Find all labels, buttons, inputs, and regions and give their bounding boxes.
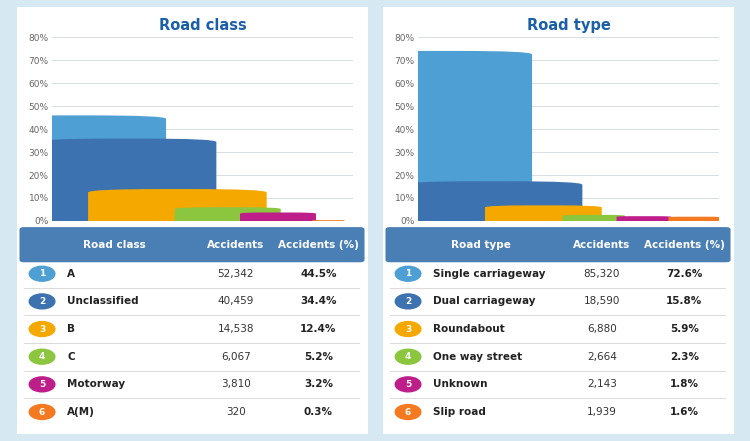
Text: A(M): A(M) bbox=[68, 407, 95, 417]
FancyBboxPatch shape bbox=[240, 213, 316, 222]
Text: Single carriageway: Single carriageway bbox=[433, 269, 546, 279]
Text: 3.2%: 3.2% bbox=[304, 379, 333, 389]
Text: Roundabout: Roundabout bbox=[433, 324, 505, 334]
FancyBboxPatch shape bbox=[616, 216, 671, 221]
Text: 18,590: 18,590 bbox=[584, 296, 620, 306]
Text: 34.4%: 34.4% bbox=[300, 296, 337, 306]
Text: Motorway: Motorway bbox=[68, 379, 125, 389]
Text: 3,810: 3,810 bbox=[221, 379, 251, 389]
Text: 5: 5 bbox=[405, 380, 411, 389]
Text: 1.6%: 1.6% bbox=[670, 407, 699, 417]
FancyBboxPatch shape bbox=[175, 207, 280, 223]
Text: 85,320: 85,320 bbox=[584, 269, 620, 279]
Text: 4: 4 bbox=[405, 352, 411, 361]
Text: 6,067: 6,067 bbox=[221, 352, 251, 362]
FancyBboxPatch shape bbox=[562, 215, 625, 222]
Text: 2,664: 2,664 bbox=[586, 352, 616, 362]
Text: Road type: Road type bbox=[451, 240, 511, 250]
Text: 2: 2 bbox=[405, 297, 411, 306]
Circle shape bbox=[395, 377, 421, 392]
Text: 4: 4 bbox=[39, 352, 45, 361]
Text: Road class: Road class bbox=[83, 240, 146, 250]
FancyBboxPatch shape bbox=[374, 0, 742, 441]
FancyBboxPatch shape bbox=[20, 227, 364, 262]
Text: 14,538: 14,538 bbox=[217, 324, 254, 334]
Text: Accidents (%): Accidents (%) bbox=[644, 240, 724, 250]
Text: 44.5%: 44.5% bbox=[300, 269, 337, 279]
Text: Accidents: Accidents bbox=[207, 240, 265, 250]
FancyBboxPatch shape bbox=[485, 206, 602, 223]
Text: 3: 3 bbox=[405, 325, 411, 333]
Text: 52,342: 52,342 bbox=[217, 269, 254, 279]
FancyBboxPatch shape bbox=[8, 0, 376, 441]
Text: 1,939: 1,939 bbox=[586, 407, 616, 417]
Text: 5.2%: 5.2% bbox=[304, 352, 333, 362]
Circle shape bbox=[395, 321, 421, 336]
Circle shape bbox=[29, 321, 55, 336]
FancyBboxPatch shape bbox=[0, 116, 166, 224]
FancyBboxPatch shape bbox=[404, 181, 582, 224]
Text: 6: 6 bbox=[39, 407, 45, 416]
Text: Unknown: Unknown bbox=[433, 379, 488, 389]
Text: 1: 1 bbox=[405, 269, 411, 278]
Text: 1: 1 bbox=[39, 269, 45, 278]
Text: 0.3%: 0.3% bbox=[304, 407, 333, 417]
FancyBboxPatch shape bbox=[353, 51, 532, 224]
Text: 40,459: 40,459 bbox=[217, 296, 254, 306]
Text: Accidents: Accidents bbox=[573, 240, 631, 250]
Circle shape bbox=[29, 404, 55, 419]
Text: 2,143: 2,143 bbox=[586, 379, 616, 389]
FancyBboxPatch shape bbox=[386, 227, 730, 262]
Circle shape bbox=[29, 266, 55, 281]
Text: 15.8%: 15.8% bbox=[666, 296, 703, 306]
Text: 320: 320 bbox=[226, 407, 246, 417]
FancyBboxPatch shape bbox=[38, 138, 216, 224]
FancyBboxPatch shape bbox=[668, 217, 720, 221]
Text: 5.9%: 5.9% bbox=[670, 324, 699, 334]
Text: 2: 2 bbox=[39, 297, 45, 306]
FancyBboxPatch shape bbox=[312, 220, 344, 221]
Circle shape bbox=[395, 294, 421, 309]
Circle shape bbox=[395, 266, 421, 281]
Text: A: A bbox=[68, 269, 75, 279]
Text: Dual carriageway: Dual carriageway bbox=[433, 296, 536, 306]
Title: Road type: Road type bbox=[526, 19, 610, 34]
Text: 6,880: 6,880 bbox=[587, 324, 616, 334]
Text: 6: 6 bbox=[405, 407, 411, 416]
Circle shape bbox=[395, 349, 421, 364]
Text: 72.6%: 72.6% bbox=[666, 269, 703, 279]
Text: Slip road: Slip road bbox=[433, 407, 486, 417]
Text: B: B bbox=[68, 324, 75, 334]
Text: 3: 3 bbox=[39, 325, 45, 333]
Circle shape bbox=[29, 377, 55, 392]
Text: 1.8%: 1.8% bbox=[670, 379, 699, 389]
FancyBboxPatch shape bbox=[88, 189, 267, 224]
Circle shape bbox=[395, 404, 421, 419]
Text: 12.4%: 12.4% bbox=[300, 324, 337, 334]
Text: 2.3%: 2.3% bbox=[670, 352, 699, 362]
Title: Road class: Road class bbox=[159, 19, 247, 34]
Text: Accidents (%): Accidents (%) bbox=[278, 240, 358, 250]
Circle shape bbox=[29, 349, 55, 364]
Circle shape bbox=[29, 294, 55, 309]
Text: One way street: One way street bbox=[433, 352, 523, 362]
Text: C: C bbox=[68, 352, 75, 362]
Text: Unclassified: Unclassified bbox=[68, 296, 139, 306]
Text: 5: 5 bbox=[39, 380, 45, 389]
